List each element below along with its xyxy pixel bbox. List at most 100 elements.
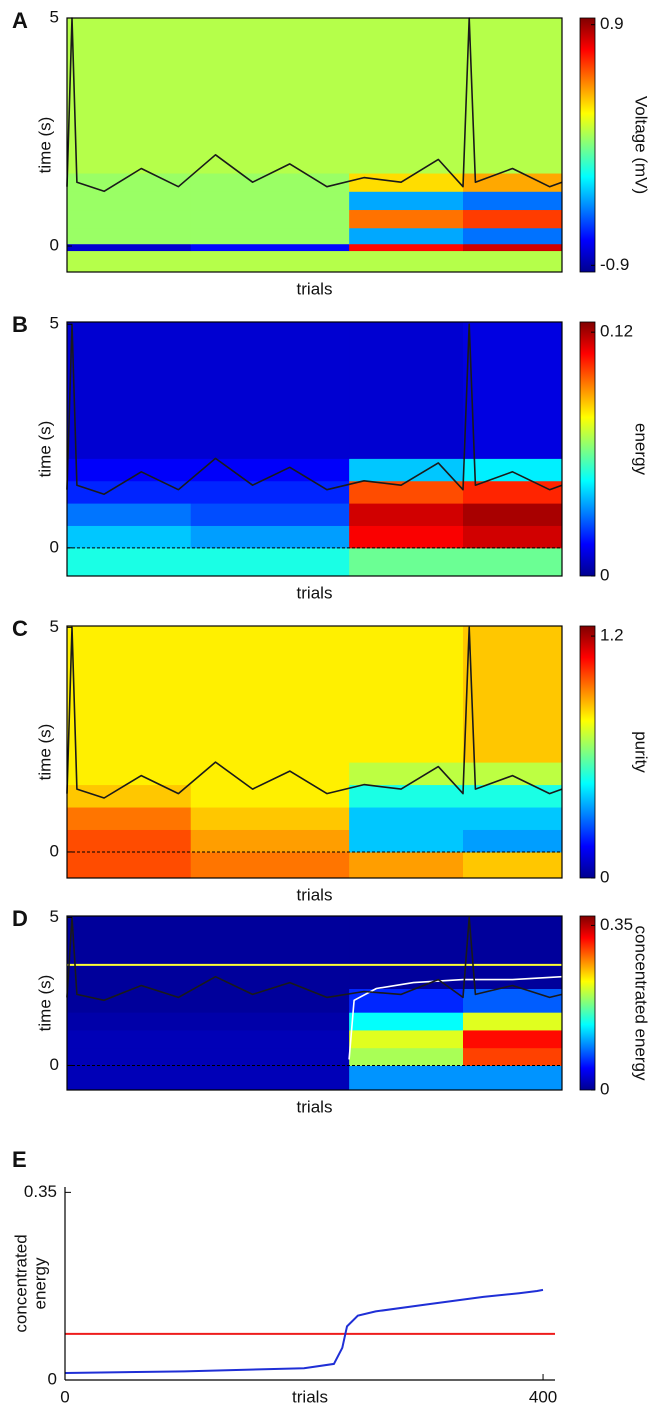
x-axis-label: trials xyxy=(292,1387,328,1406)
heatmap-cell xyxy=(190,762,350,786)
heatmap-cell xyxy=(190,18,350,174)
x-axis-label: trials xyxy=(297,885,333,904)
heatmap-cell xyxy=(67,1029,192,1049)
panel-label: E xyxy=(12,1147,27,1172)
y-tick-label: 5 xyxy=(50,907,59,926)
heatmap-cell xyxy=(190,1065,350,1091)
heatmap-cell xyxy=(349,480,464,504)
heatmap-cell xyxy=(67,525,192,549)
heatmap-cell xyxy=(190,243,350,252)
heatmap-cell xyxy=(349,503,464,526)
x-axis-label: trials xyxy=(297,1097,333,1116)
x-tick-label: 0 xyxy=(60,1387,69,1406)
response-time-line xyxy=(66,17,563,193)
heatmap-cell xyxy=(190,525,350,549)
heatmap-cell xyxy=(463,322,563,459)
heatmap-cell xyxy=(349,762,464,786)
colorbar xyxy=(579,321,596,577)
heatmap-cell xyxy=(349,209,464,229)
heatmap-cell xyxy=(67,829,192,853)
heatmap-cell xyxy=(463,1012,563,1031)
colorbar-tick-label: 0 xyxy=(600,565,609,584)
heatmap-cell xyxy=(190,458,350,482)
heatmap-cell xyxy=(67,1065,192,1091)
data-line xyxy=(64,1288,544,1374)
colorbar-tick-label: 0.35 xyxy=(600,915,633,934)
heatmap-cell xyxy=(190,988,350,1013)
heatmap-cell xyxy=(349,1065,464,1091)
heatmap-cell xyxy=(190,503,350,526)
colorbar-tick-label: 0.9 xyxy=(600,14,624,33)
heatmap-cell xyxy=(349,458,464,482)
panel-label: C xyxy=(12,616,28,641)
heatmap-cell xyxy=(67,547,192,577)
heatmap-cell xyxy=(349,626,464,763)
panel-label: D xyxy=(12,906,28,931)
colorbar-tick-label: 0 xyxy=(600,867,609,886)
colorbar xyxy=(579,17,596,273)
y-axis-label: time (s) xyxy=(35,724,54,781)
onset-line xyxy=(348,975,563,1060)
heatmap-cell xyxy=(349,191,464,211)
heatmap-cell xyxy=(463,227,563,245)
heatmap-cell xyxy=(349,807,464,830)
heatmap-cell xyxy=(463,1029,563,1049)
heatmap-cell xyxy=(349,173,464,192)
heatmap-cell xyxy=(349,18,464,174)
x-tick-label: 400 xyxy=(529,1387,557,1406)
heatmap-cell xyxy=(463,829,563,853)
heatmap-cell xyxy=(349,784,464,808)
x-axis-label: trials xyxy=(297,279,333,298)
heatmap-cell xyxy=(67,227,192,245)
heatmap-cell xyxy=(67,1047,192,1066)
heatmap-cell xyxy=(463,626,563,763)
heatmap-cell xyxy=(463,480,563,504)
heatmap-cell xyxy=(463,784,563,808)
heatmap-cell xyxy=(67,916,192,989)
heatmap-cell xyxy=(349,1029,464,1049)
heatmap-cell xyxy=(67,626,192,763)
heatmap-cell xyxy=(190,1012,350,1031)
x-axis-label: trials xyxy=(297,583,333,602)
y-axis-label: concentrated xyxy=(11,1234,30,1332)
heatmap-cell xyxy=(349,250,464,273)
heatmap-cell xyxy=(190,480,350,504)
heatmap-cell xyxy=(463,1047,563,1066)
heatmap-cell xyxy=(349,829,464,853)
heatmap-cell xyxy=(349,547,464,577)
panel-label: B xyxy=(12,312,28,337)
heatmap-cell xyxy=(463,916,563,989)
heatmap-cell xyxy=(463,250,563,273)
heatmap-cell xyxy=(463,191,563,211)
heatmap-cell xyxy=(190,191,350,211)
heatmap-cell xyxy=(463,18,563,174)
heatmap-cell xyxy=(190,173,350,192)
plot-frame xyxy=(66,915,563,1091)
colorbar-tick-label: -0.9 xyxy=(600,255,629,274)
heatmap-cell xyxy=(190,784,350,808)
heatmap-cell xyxy=(463,525,563,549)
colorbar-tick-label: 0 xyxy=(600,1079,609,1098)
heatmap-cell xyxy=(67,988,192,1013)
y-axis-label: time (s) xyxy=(35,421,54,478)
heatmap-cell xyxy=(463,1065,563,1091)
heatmap-cell xyxy=(463,243,563,252)
heatmap-cell xyxy=(463,807,563,830)
heatmap-cell xyxy=(190,807,350,830)
response-time-line xyxy=(66,323,563,495)
y-axis-label: time (s) xyxy=(35,117,54,174)
heatmap-cell xyxy=(463,762,563,786)
heatmap-cell xyxy=(463,547,563,577)
heatmap-cell xyxy=(190,851,350,879)
heatmap-cell xyxy=(190,547,350,577)
y-tick-label: 0 xyxy=(50,537,59,556)
colorbar-tick-label: 1.2 xyxy=(600,626,624,645)
colorbar-label: concentrated energy xyxy=(632,926,651,1081)
heatmap-cell xyxy=(349,1047,464,1066)
heatmap-cell xyxy=(190,227,350,245)
heatmap-cell xyxy=(67,762,192,786)
heatmap-cell xyxy=(190,322,350,459)
plot-frame xyxy=(66,17,563,273)
heatmap-cell xyxy=(67,851,192,879)
